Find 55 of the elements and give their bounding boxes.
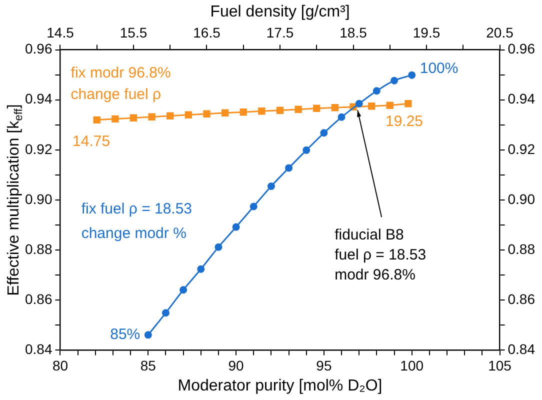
point [162,309,170,317]
annotation: 19.25 [385,113,424,130]
x2-tick-label: 14.5 [46,24,74,40]
point [250,202,258,210]
point [338,113,346,121]
y2-tick-label: 0.92 [508,140,536,157]
y2-tick-label: 0.86 [508,290,536,307]
point [302,146,310,154]
x2-tick-label: 16.5 [193,24,221,40]
x2-tick-label: 20.5 [486,24,514,40]
y-tick-label: 0.94 [25,90,52,107]
y2-tick-label: 0.94 [508,90,536,107]
x-tick-label: 105 [488,357,512,374]
point [144,331,152,339]
point [390,76,398,84]
annotation: fix modr 96.8% [70,64,171,82]
annotation: change fuel ρ [70,86,162,103]
y-tick-label: 0.90 [25,190,52,207]
y-axis-title: Effective multiplication [keff] [5,104,25,296]
point [197,265,205,273]
y-tick-label: 0.92 [25,140,52,157]
x2-tick-label: 19.5 [412,24,440,40]
point [267,182,275,190]
x-axis-title: Moderator purity [mol% D₂O] [178,377,382,394]
x2-axis-title: Fuel density [g/cm³] [210,3,350,20]
x-tick-label: 95 [316,357,332,374]
point [408,71,416,79]
y-tick-label: 0.86 [25,290,52,307]
point [320,129,328,137]
annotation: fix fuel ρ = 18.53 [81,200,192,218]
point [214,243,222,251]
x2-tick-label: 17.5 [266,24,294,40]
y2-tick-label: 0.88 [508,240,536,257]
point [285,164,293,172]
y2-tick-label: 0.84 [508,341,536,358]
point [232,223,240,231]
y-tick-label: 0.88 [25,240,52,257]
x-tick-label: 90 [228,357,244,374]
x-tick-label: 100 [400,357,424,374]
annotation: 100% [420,60,458,78]
annotation: 14.75 [72,133,110,150]
y2-tick-label: 0.96 [508,40,536,57]
x-tick-label: 85 [140,357,156,374]
y-tick-label: 0.84 [25,341,52,358]
y2-tick-label: 0.90 [508,190,536,207]
point [372,87,380,95]
x2-tick-label: 18.5 [340,24,368,40]
point [180,286,188,294]
annotation: 85% [110,326,140,344]
annotation: change modr % [81,225,186,242]
x2-tick-label: 15.5 [120,24,148,40]
point [355,100,363,108]
y-tick-label: 0.96 [25,40,52,57]
annotation: fiducial B8 fuel ρ = 18.53 modr 96.8% [334,226,426,284]
x-tick-label: 80 [52,357,68,374]
